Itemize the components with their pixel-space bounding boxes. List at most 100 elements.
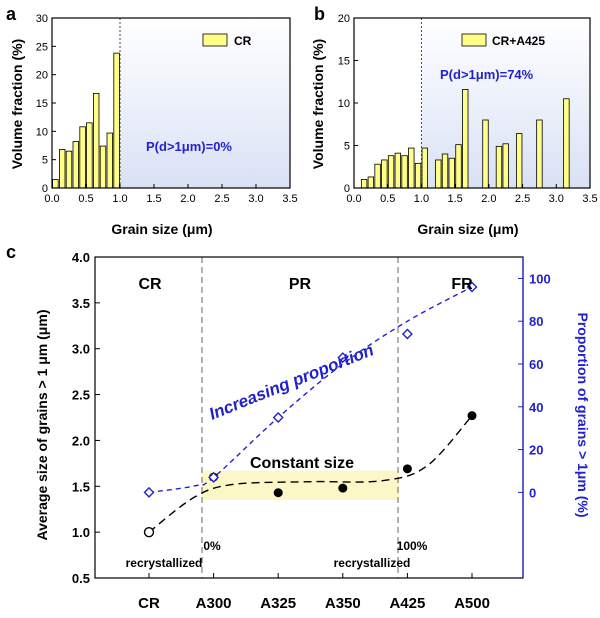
b-x-tick-label: 1.0: [414, 193, 429, 205]
panel-c-zero-percent: 0%: [203, 539, 221, 553]
b-y-tick-label: 5: [344, 141, 350, 153]
a-bar: [106, 132, 113, 189]
panel-c-y-tick-label: 0.5: [72, 571, 90, 586]
a-bar: [52, 179, 59, 189]
a-bar: [113, 52, 120, 189]
panel-c-x-tick-label: A350: [325, 595, 361, 612]
a-bar: [59, 149, 66, 189]
panel-c-right-axis-title: Proportion of grains > 1μm (%): [575, 313, 591, 518]
panel-c-frame: [94, 256, 524, 579]
panel-letter-a: a: [6, 4, 17, 24]
panel-c-y-tick-label: 2.0: [72, 433, 90, 448]
panel-c-size-point: [467, 411, 477, 421]
panel-c-ticks: 0.5 1.0 1.5 2.0 2.5 3.0 3.5 4.0 0 20 40 60 80 100 CR A3…: [72, 250, 551, 612]
panel-c-size-point: [273, 488, 283, 498]
panel-c-constant-size-band: [202, 470, 399, 501]
b-bar: [414, 162, 422, 189]
a-y-tick-label: 20: [36, 70, 48, 82]
b-bar: [536, 119, 543, 189]
panel-a-legend-swatch: [202, 33, 228, 47]
b-x-tick-label: 2.0: [481, 193, 496, 205]
panel-c-region-cr: CR: [138, 276, 162, 293]
b-y-tick-label: 20: [338, 13, 350, 25]
a-y-tick-label: 25: [36, 41, 48, 53]
panel-letter-b: b: [314, 4, 325, 24]
a-bar: [86, 122, 93, 189]
a-bar: [99, 145, 107, 189]
panel-b-ticks: 0.0 0.5 1.0 1.5 2.0 2.5 3.0 3.5 0 5 10 15 20: [338, 13, 598, 205]
panel-a-y-axis-title: Volume fraction (%): [9, 39, 25, 169]
b-bar: [360, 179, 368, 189]
a-bar: [72, 141, 79, 189]
b-bar: [387, 155, 395, 189]
panel-c-right-tick-label: 80: [529, 314, 543, 329]
panel-c-x-tick-label: A425: [389, 595, 425, 612]
b-bar: [421, 147, 428, 189]
panel-c-size-point: [338, 483, 348, 493]
panel-a-bars: [52, 52, 120, 189]
panel-c-right-tick-label: 40: [529, 400, 543, 415]
panel-c-region-dividers: [201, 257, 399, 578]
panel-a: 0.0 0.5 1.0 1.5 2.0 2.5 3.0 3.5 0 5 10 15 20 25 30 Gra…: [9, 13, 298, 237]
b-y-tick-label: 15: [338, 56, 350, 68]
panel-c-x-tick-label: A325: [260, 595, 296, 612]
panel-c-proportion-point: [143, 486, 155, 498]
b-x-tick-label: 0.5: [380, 193, 395, 205]
b-y-tick-label: 0: [344, 183, 350, 195]
panel-c-recrystallized-left: recrystallized: [126, 556, 203, 570]
panel-b-legend-label: CR+A425: [492, 34, 545, 48]
panel-c-y-tick-label: 1.0: [72, 525, 90, 540]
a-bar: [93, 92, 100, 189]
panel-c-right-tick-label: 0: [529, 485, 536, 500]
b-x-tick-label: 0.0: [346, 193, 361, 205]
b-bar: [516, 133, 523, 189]
panel-b: 0.0 0.5 1.0 1.5 2.0 2.5 3.0 3.5 0 5 10 15 20 Grain s…: [310, 13, 598, 237]
b-bar: [401, 155, 408, 189]
a-x-tick-label: 0.5: [78, 193, 93, 205]
panel-c-right-tick-label: 20: [529, 443, 543, 458]
a-bar: [79, 126, 86, 189]
panel-b-legend-swatch: [461, 33, 487, 47]
b-x-tick-label: 3.0: [549, 193, 564, 205]
panel-c-proportion-point: [208, 471, 220, 483]
b-bar: [495, 145, 503, 189]
b-bar: [455, 144, 462, 189]
panel-c-proportion-point: [401, 328, 413, 340]
b-bar: [381, 159, 388, 189]
b-bar: [367, 176, 375, 189]
panel-c-markers: [143, 281, 478, 538]
panel-c-proportion-point: [466, 281, 478, 293]
b-x-tick-label: 2.5: [515, 193, 530, 205]
b-bar: [502, 143, 509, 189]
a-y-tick-label: 10: [36, 126, 48, 138]
panel-c-increasing-label: Increasing proportion: [206, 340, 376, 423]
panel-b-x-axis-title: Grain size (μm): [417, 221, 518, 237]
a-y-tick-label: 15: [36, 98, 48, 110]
a-y-tick-label: 5: [42, 155, 48, 167]
panel-c-right-tick-label: 100: [529, 271, 551, 286]
panel-c: 0.5 1.0 1.5 2.0 2.5 3.0 3.5 4.0 0 20 40 60 80 100 CR A3…: [34, 250, 591, 612]
panel-c-size-point: [143, 526, 155, 538]
a-x-tick-label: 2.5: [214, 193, 229, 205]
panel-b-y-axis-title: Volume fraction (%): [310, 39, 326, 169]
panel-c-x-tick-label: A500: [454, 595, 490, 612]
b-bar: [394, 152, 401, 189]
b-x-tick-label: 3.5: [582, 193, 597, 205]
a-x-tick-label: 3.5: [282, 193, 297, 205]
a-y-tick-label: 0: [42, 183, 48, 195]
panel-c-proportion-point: [337, 352, 349, 364]
b-bar: [408, 147, 415, 189]
panel-a-legend-label: CR: [234, 34, 252, 48]
panel-c-recrystallized-right: recrystallized: [334, 556, 411, 570]
panel-c-y-tick-label: 3.0: [72, 342, 90, 357]
panel-c-x-tick-label: A300: [196, 595, 232, 612]
panel-c-y-tick-label: 4.0: [72, 250, 90, 265]
panel-c-y-tick-label: 2.5: [72, 388, 90, 403]
a-y-tick-label: 30: [36, 13, 48, 25]
b-x-tick-label: 1.5: [447, 193, 462, 205]
b-bar: [374, 163, 381, 189]
b-bar: [435, 159, 442, 189]
panel-a-annotation: P(d>1μm)=0%: [146, 139, 232, 154]
panel-c-x-tick-label: CR: [138, 595, 160, 612]
